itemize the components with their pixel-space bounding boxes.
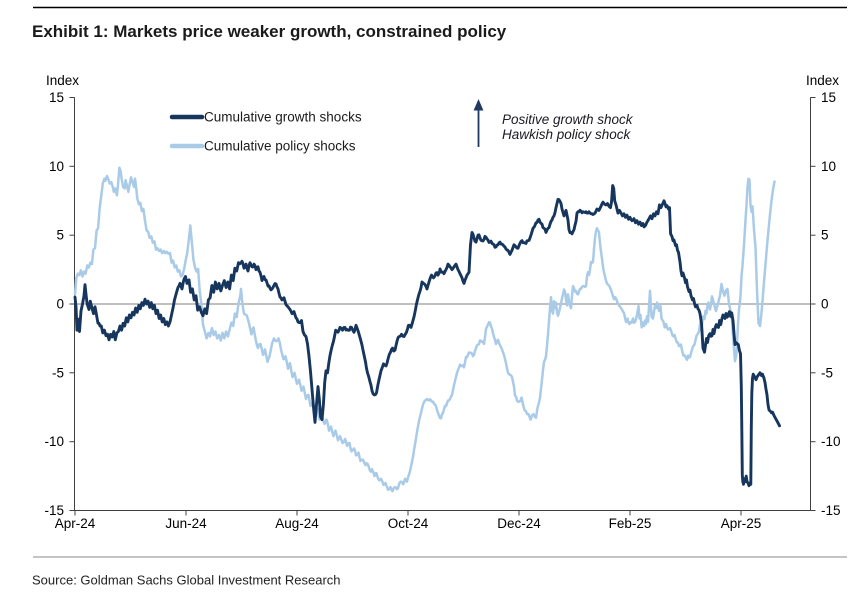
svg-text:Dec-24: Dec-24 bbox=[497, 516, 541, 531]
svg-text:Positive growth shock: Positive growth shock bbox=[502, 112, 634, 127]
svg-text:Aug-24: Aug-24 bbox=[275, 516, 319, 531]
svg-text:15: 15 bbox=[821, 90, 836, 105]
svg-text:-5: -5 bbox=[52, 365, 64, 380]
svg-text:5: 5 bbox=[821, 228, 829, 243]
svg-text:Index: Index bbox=[46, 73, 79, 88]
svg-text:Hawkish policy shock: Hawkish policy shock bbox=[502, 127, 632, 142]
svg-text:Apr-24: Apr-24 bbox=[55, 516, 96, 531]
svg-text:10: 10 bbox=[821, 159, 836, 174]
svg-text:Index: Index bbox=[806, 73, 839, 88]
svg-text:-15: -15 bbox=[821, 503, 841, 518]
svg-text:Jun-24: Jun-24 bbox=[165, 516, 207, 531]
svg-text:-10: -10 bbox=[44, 434, 64, 449]
svg-text:0: 0 bbox=[56, 297, 64, 312]
svg-text:-15: -15 bbox=[44, 503, 64, 518]
svg-text:Exhibit 1: Markets price weake: Exhibit 1: Markets price weaker growth, … bbox=[32, 22, 507, 41]
svg-text:-5: -5 bbox=[821, 365, 833, 380]
svg-text:Oct-24: Oct-24 bbox=[388, 516, 429, 531]
svg-text:Source: Goldman Sachs Global I: Source: Goldman Sachs Global Investment … bbox=[32, 573, 341, 588]
svg-text:Feb-25: Feb-25 bbox=[609, 516, 652, 531]
svg-text:15: 15 bbox=[49, 90, 64, 105]
svg-text:10: 10 bbox=[49, 159, 64, 174]
svg-text:Cumulative growth shocks: Cumulative growth shocks bbox=[204, 110, 362, 125]
svg-text:Apr-25: Apr-25 bbox=[721, 516, 762, 531]
svg-text:Cumulative policy shocks: Cumulative policy shocks bbox=[204, 139, 356, 154]
svg-text:-10: -10 bbox=[821, 434, 841, 449]
svg-text:0: 0 bbox=[821, 297, 829, 312]
svg-text:5: 5 bbox=[56, 228, 64, 243]
